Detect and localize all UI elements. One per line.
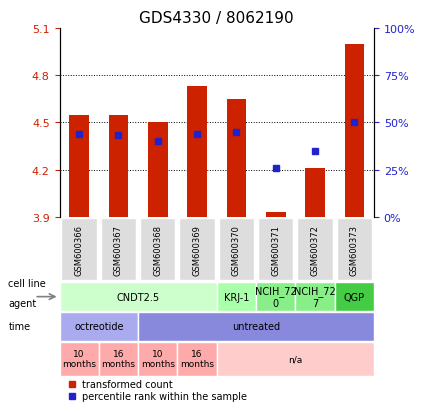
Text: GSM600368: GSM600368: [153, 224, 162, 275]
Text: NCIH_72
0: NCIH_72 0: [255, 286, 297, 308]
Text: 10
months: 10 months: [62, 349, 96, 368]
Text: GSM600373: GSM600373: [350, 224, 359, 275]
FancyBboxPatch shape: [62, 219, 97, 281]
FancyBboxPatch shape: [60, 312, 138, 341]
FancyBboxPatch shape: [295, 282, 335, 311]
FancyBboxPatch shape: [219, 219, 254, 281]
FancyBboxPatch shape: [138, 342, 178, 376]
FancyBboxPatch shape: [337, 219, 372, 281]
FancyBboxPatch shape: [60, 282, 217, 311]
Text: GSM600366: GSM600366: [75, 224, 84, 275]
Text: percentile rank within the sample: percentile rank within the sample: [82, 391, 246, 401]
FancyBboxPatch shape: [138, 312, 374, 341]
Title: GDS4330 / 8062190: GDS4330 / 8062190: [139, 12, 294, 26]
Text: KRJ-1: KRJ-1: [224, 292, 249, 302]
Text: n/a: n/a: [288, 354, 303, 363]
Text: QGP: QGP: [344, 292, 365, 302]
Text: 10
months: 10 months: [141, 349, 175, 368]
FancyBboxPatch shape: [256, 282, 295, 311]
Text: GSM600370: GSM600370: [232, 224, 241, 275]
Bar: [266, 213, 286, 218]
Bar: [305, 169, 325, 218]
FancyBboxPatch shape: [335, 282, 374, 311]
Bar: [69, 115, 89, 218]
Text: 16
months: 16 months: [102, 349, 136, 368]
Text: untreated: untreated: [232, 322, 280, 332]
FancyBboxPatch shape: [298, 219, 333, 281]
FancyBboxPatch shape: [179, 219, 215, 281]
Text: 16
months: 16 months: [180, 349, 214, 368]
Text: agent: agent: [8, 299, 37, 309]
FancyBboxPatch shape: [101, 219, 136, 281]
Text: GSM600369: GSM600369: [193, 224, 201, 275]
Text: cell line: cell line: [8, 278, 46, 288]
Bar: [345, 45, 364, 218]
FancyBboxPatch shape: [99, 342, 138, 376]
Text: time: time: [8, 321, 31, 331]
Bar: [187, 87, 207, 218]
Text: CNDT2.5: CNDT2.5: [116, 292, 160, 302]
Text: NCIH_72
7: NCIH_72 7: [294, 286, 336, 308]
Bar: [109, 115, 128, 218]
Text: transformed count: transformed count: [82, 379, 172, 389]
Bar: [148, 123, 167, 218]
FancyBboxPatch shape: [258, 219, 293, 281]
FancyBboxPatch shape: [60, 342, 99, 376]
Text: octreotide: octreotide: [74, 322, 124, 332]
Bar: [227, 100, 246, 218]
Text: GSM600367: GSM600367: [114, 224, 123, 275]
Text: GSM600372: GSM600372: [311, 224, 320, 275]
FancyBboxPatch shape: [140, 219, 176, 281]
FancyBboxPatch shape: [217, 282, 256, 311]
FancyBboxPatch shape: [178, 342, 217, 376]
FancyBboxPatch shape: [217, 342, 374, 376]
Text: GSM600371: GSM600371: [271, 224, 280, 275]
